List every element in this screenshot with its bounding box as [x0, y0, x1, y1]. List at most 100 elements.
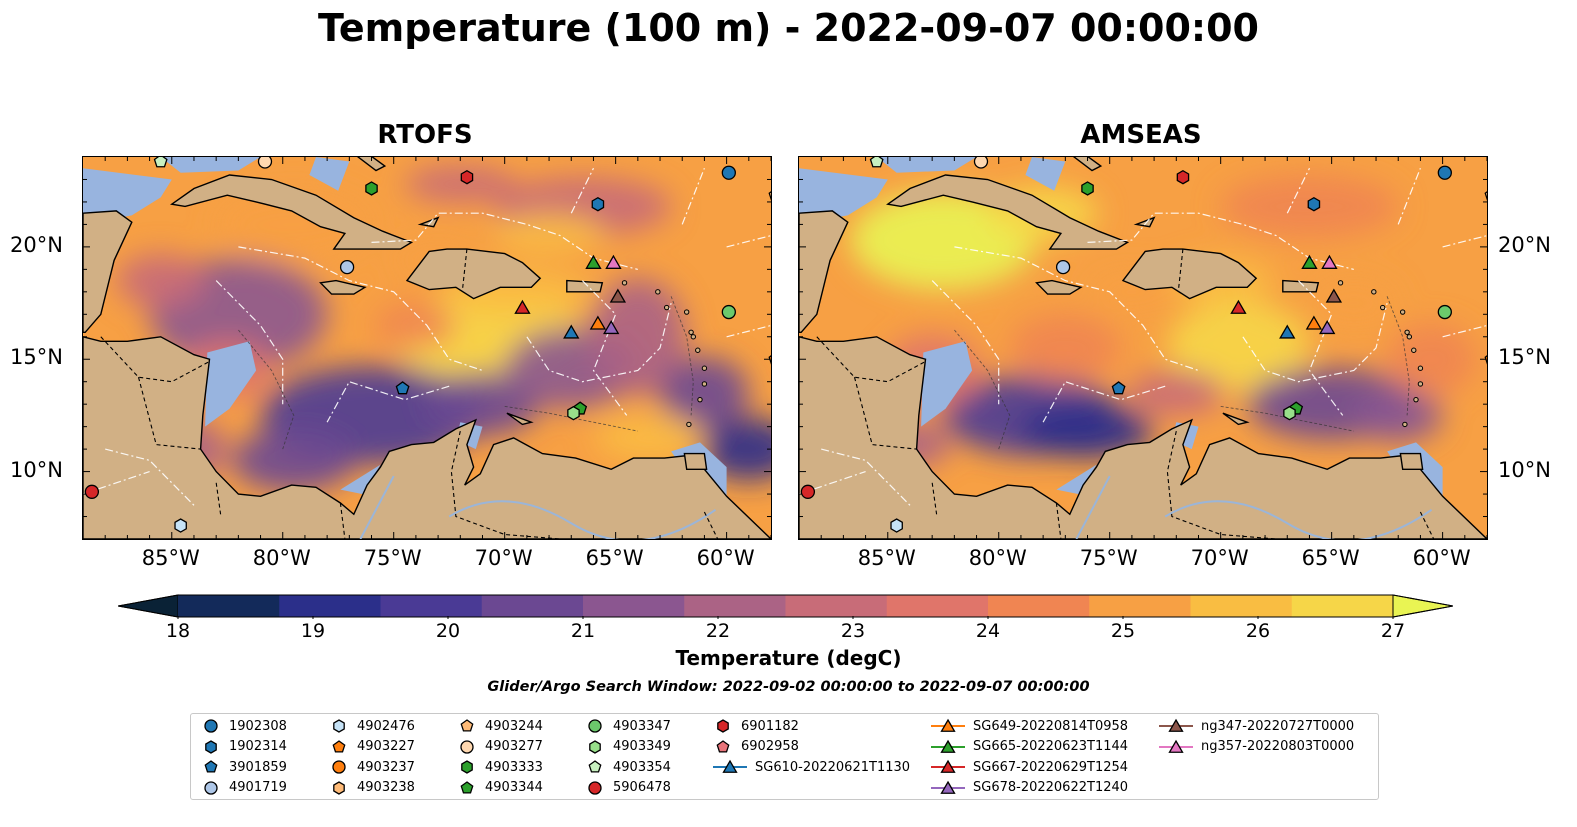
obs-4903349[interactable]	[1283, 405, 1296, 421]
lon-tick-label: 60°W	[696, 546, 755, 570]
lon-tick-label: 70°W	[1190, 546, 1249, 570]
obs-4903277[interactable]	[257, 157, 273, 169]
lon-tick-label: 75°W	[363, 546, 422, 570]
legend-label: 4903344	[485, 780, 543, 795]
obs-SG665-20220623T1144[interactable]	[585, 254, 602, 269]
colorbar-segment	[279, 595, 381, 617]
legend-label: 4902476	[357, 718, 415, 734]
legend-item: 1902314	[201, 737, 287, 757]
legend-label: 4903333	[485, 759, 543, 775]
lat-tick-label-right: 15°N	[1498, 345, 1551, 370]
legend-item: 4903349	[585, 737, 671, 757]
obs-4903227[interactable]	[1484, 353, 1487, 365]
legend-marker-icon	[588, 760, 602, 773]
obs-4903244[interactable]	[768, 189, 771, 201]
colorbar-segment	[1190, 595, 1293, 617]
obs-3901859[interactable]	[1111, 381, 1126, 395]
colorbar-tick-label: 23	[840, 620, 866, 642]
legend-label: ng357-20220803T0000	[1201, 739, 1355, 754]
colorbar-tick-label: 27	[1380, 620, 1406, 642]
legend-item: SG678-20220622T1240	[931, 778, 1128, 798]
obs-4901719[interactable]	[339, 259, 355, 275]
obs-4903277[interactable]	[973, 157, 989, 169]
legend-label: 4903347	[613, 718, 671, 734]
panel-title-rtofs: RTOFS	[377, 120, 473, 150]
legend-label: 4903227	[357, 739, 415, 754]
obs-SG610-20220621T1130[interactable]	[563, 324, 580, 339]
obs-1902314[interactable]	[591, 196, 605, 212]
obs-5906478[interactable]	[84, 484, 100, 499]
obs-4903347[interactable]	[1437, 304, 1452, 320]
legend: 1902308 1902314 3901859 4901719 4902476 49032…	[190, 713, 1379, 800]
lat-tick-label-left: 10°N	[10, 457, 63, 482]
obs-5906478[interactable]	[800, 484, 816, 499]
search-window-text: Glider/Argo Search Window: 2022-09-02 00…	[487, 679, 1090, 695]
obs-SG610-20220621T1130[interactable]	[1279, 324, 1296, 339]
obs-SG649-20220814T0958[interactable]	[1305, 315, 1323, 330]
colorbar-tick-label: 19	[300, 620, 326, 642]
obs-4903333[interactable]	[1081, 181, 1094, 196]
legend-item: 4903244	[457, 716, 543, 736]
legend-marker-icon	[204, 719, 218, 733]
obs-4903244[interactable]	[1484, 189, 1487, 201]
lon-tick-label: 80°W	[252, 546, 311, 570]
legend-item: SG649-20220814T0958	[931, 716, 1128, 736]
colorbar-segment	[380, 595, 483, 617]
legend-item: 4901719	[201, 778, 287, 798]
legend-marker-icon	[460, 719, 474, 732]
legend-label: ng347-20220727T0000	[1201, 718, 1355, 734]
obs-1902314[interactable]	[1307, 196, 1321, 212]
obs-4903354[interactable]	[153, 157, 168, 168]
legend-marker-icon	[931, 759, 965, 773]
obs-4903349[interactable]	[567, 405, 580, 421]
obs-SG678-20220622T1240[interactable]	[1319, 319, 1336, 335]
legend-marker-icon	[931, 739, 965, 753]
colorbar-segment	[684, 595, 786, 617]
obs-3901859[interactable]	[395, 381, 410, 395]
obs-6901182[interactable]	[1176, 169, 1190, 185]
obs-6901182[interactable]	[460, 169, 474, 185]
colorbar-label: Temperature (degC)	[675, 646, 902, 670]
colorbar-segment	[1089, 595, 1191, 617]
colorbar	[118, 594, 1453, 619]
obs-4903354[interactable]	[869, 157, 884, 168]
legend-item: 4902476	[329, 716, 415, 736]
colorbar-tick-label: 25	[1110, 620, 1136, 642]
lon-tick-label: 60°W	[1412, 546, 1471, 570]
legend-item: 4903237	[329, 757, 415, 777]
legend-item: ng357-20220803T0000	[1159, 737, 1354, 757]
colorbar-extend-low	[118, 594, 179, 618]
obs-4903227[interactable]	[768, 353, 771, 365]
amseas-map[interactable]	[798, 156, 1488, 540]
obs-4901719[interactable]	[1055, 259, 1071, 275]
colorbar-tick-label: 18	[165, 620, 191, 642]
obs-ng347-20220727T0000[interactable]	[609, 288, 627, 303]
legend-marker-icon	[332, 739, 346, 753]
legend-item: 1902308	[201, 716, 287, 736]
obs-SG667-20220629T1254[interactable]	[514, 299, 531, 314]
rtofs-map[interactable]	[82, 156, 772, 540]
obs-1902308[interactable]	[1437, 165, 1452, 180]
obs-1902308[interactable]	[721, 165, 736, 180]
obs-SG678-20220622T1240[interactable]	[603, 319, 620, 335]
obs-ng357-20220803T0000[interactable]	[605, 254, 622, 269]
colorbar-segment	[785, 595, 888, 617]
legend-label: 4903238	[357, 780, 415, 795]
obs-SG667-20220629T1254[interactable]	[1230, 299, 1247, 314]
legend-marker-icon	[460, 780, 474, 794]
obs-4903347[interactable]	[721, 304, 736, 320]
legend-item: 4903333	[457, 757, 543, 777]
obs-ng347-20220727T0000[interactable]	[1325, 288, 1343, 303]
legend-marker-icon	[1159, 718, 1193, 732]
legend-item: 4903238	[329, 778, 415, 798]
legend-item: SG610-20220621T1130	[713, 757, 910, 777]
obs-SG649-20220814T0958[interactable]	[589, 315, 607, 330]
legend-marker-icon	[332, 760, 346, 774]
obs-4902476[interactable]	[174, 518, 187, 533]
obs-SG665-20220623T1144[interactable]	[1301, 254, 1318, 269]
legend-item: 4903227	[329, 737, 415, 757]
obs-ng357-20220803T0000[interactable]	[1321, 254, 1338, 269]
obs-4902476[interactable]	[890, 518, 903, 533]
legend-item: 4903277	[457, 737, 543, 757]
obs-4903333[interactable]	[365, 181, 378, 196]
